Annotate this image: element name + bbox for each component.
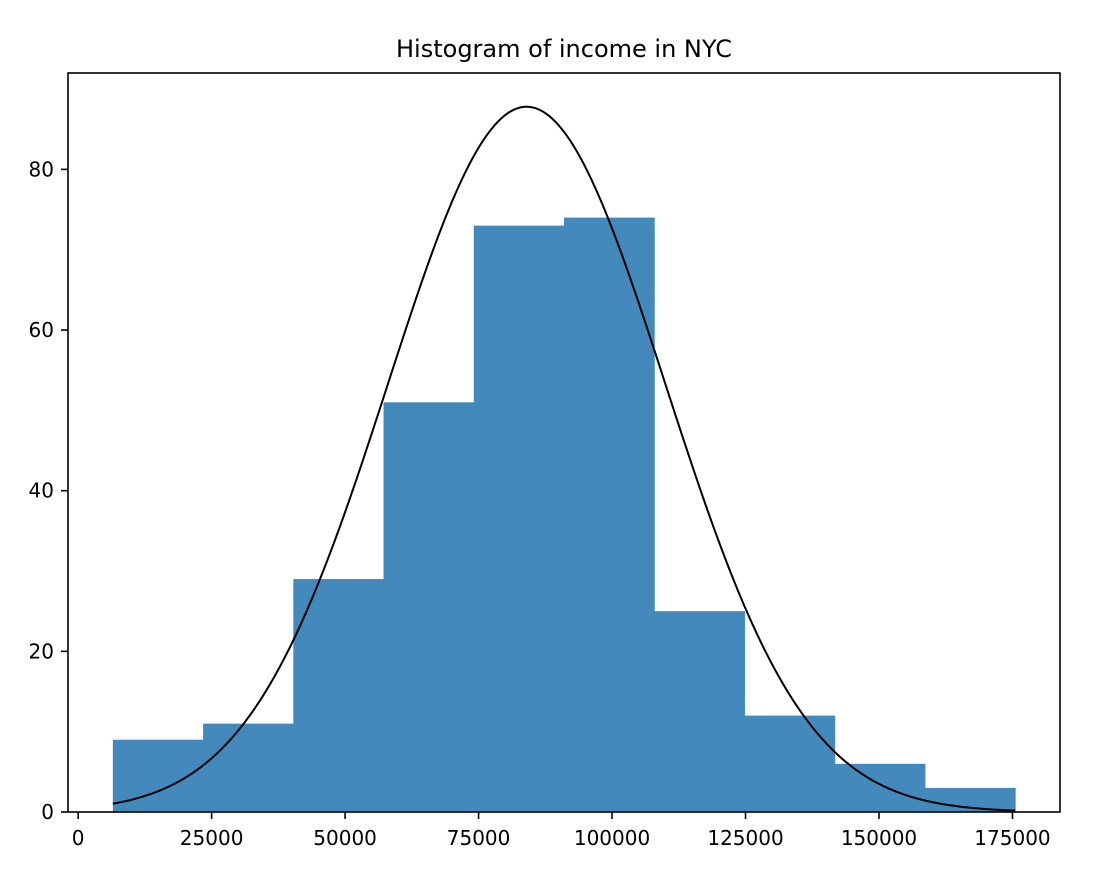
x-axis: 0 25000 50000 75000 100000 125000 150000 175000 [72,812,1051,850]
y-tick-label: 80 [29,157,54,181]
x-tick-label: 75000 [447,826,511,850]
plot-frame [67,72,1061,813]
x-tick-label: 0 [72,826,85,850]
y-axis: 0 20 40 60 80 [29,157,68,824]
histogram-bar [293,579,385,812]
y-tick-label: 0 [41,800,54,824]
histogram-bar [654,611,745,812]
normal-curve [112,105,1016,812]
x-tick-label: 150000 [841,826,917,850]
histogram-bar [744,715,836,812]
histogram-bar [473,225,565,812]
x-tick-label: 175000 [974,826,1050,850]
x-tick-label: 100000 [574,826,650,850]
histogram-bar [383,402,475,812]
histogram-bar [834,763,926,812]
x-tick-label: 125000 [707,826,783,850]
histogram-bar [203,723,294,812]
y-tick-label: 40 [29,479,54,503]
curve-layer [112,105,1016,812]
x-tick-label: 50000 [313,826,377,850]
x-tick-label: 25000 [180,826,244,850]
y-tick-label: 60 [29,318,54,342]
chart-title: Histogram of income in NYC [396,35,732,63]
histogram-bar [564,217,655,812]
bars-layer [112,217,1016,812]
y-tick-label: 20 [29,639,54,663]
